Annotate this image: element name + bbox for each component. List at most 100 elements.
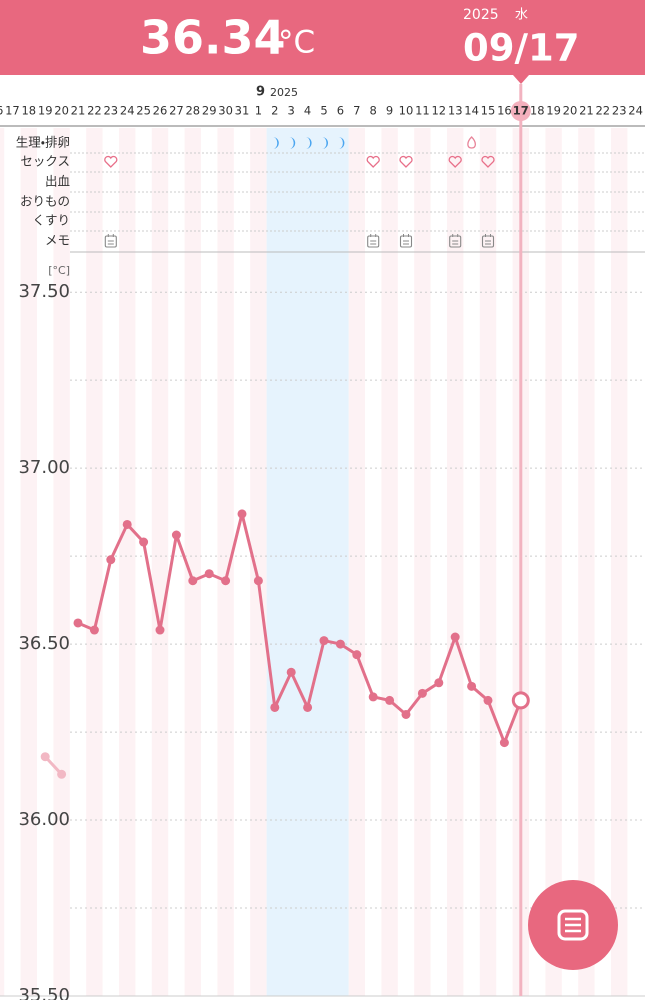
day-stripe [414, 128, 431, 996]
x-tick-label: 14 [464, 104, 479, 118]
x-tick-label: 15 [481, 104, 496, 118]
period-icon [305, 137, 312, 149]
sex-icon [399, 155, 413, 168]
period-band [266, 128, 349, 996]
y-tick-label: 36.00 [18, 809, 70, 830]
day-stripe [20, 128, 37, 996]
x-tick-label: 28 [185, 104, 200, 118]
current-temperature: 36.34 [140, 11, 286, 65]
temperature-point [450, 632, 460, 642]
temperature-point [155, 625, 165, 635]
row-label: 出血 [45, 174, 70, 189]
x-tick-label: 10 [399, 104, 414, 118]
temperature-point [270, 702, 280, 712]
temperature-point [368, 692, 378, 702]
day-stripe [578, 128, 595, 996]
x-tick-label: 27 [169, 104, 184, 118]
day-stripe [217, 128, 234, 996]
x-tick-label: 4 [304, 104, 311, 118]
temperature-point [417, 688, 427, 698]
temperature-point [467, 681, 477, 691]
row-label: くすり [32, 213, 70, 228]
y-tick-label: 35.50 [18, 985, 70, 1000]
y-tick-label: 36.50 [18, 633, 70, 654]
period-icon [322, 137, 328, 149]
row-label: セックス [20, 154, 70, 169]
x-tick-label: 21 [71, 104, 86, 118]
background [0, 128, 628, 996]
x-tick-label: 11 [415, 104, 430, 118]
header-weekday: 水 [515, 8, 528, 23]
x-tick-label: 29 [202, 104, 217, 118]
today-pointer [513, 75, 529, 84]
x-tick-label: 20 [54, 104, 69, 118]
memo-icon [399, 234, 413, 248]
header-bar [0, 0, 645, 75]
temperature-point [122, 519, 132, 529]
menu-button[interactable] [528, 880, 618, 970]
period-icon [289, 137, 296, 149]
x-tick-label: 30 [218, 104, 233, 118]
temperature-point [73, 618, 83, 628]
x-tick-label: 25 [136, 104, 151, 118]
x-tick-label: 20 [563, 104, 578, 118]
x-tick-label: 13 [448, 104, 463, 118]
x-tick-label: 22 [87, 104, 102, 118]
temperature-point [335, 639, 345, 649]
x-tick-label: 19 [546, 104, 561, 118]
x-tick-label: 21 [579, 104, 594, 118]
today-marker [510, 101, 531, 121]
y-tick-label: 37.00 [18, 457, 70, 478]
day-stripe [611, 128, 628, 996]
day-stripe [250, 128, 267, 996]
temperature-point [319, 636, 329, 646]
memo-icon [104, 234, 117, 248]
day-stripe [184, 128, 201, 996]
temperature-unit: °C [278, 25, 315, 61]
temperature-point [40, 752, 50, 762]
month-year-label: 2025 [270, 86, 298, 99]
fab-icon [557, 909, 589, 941]
y-tick-label: 37.50 [18, 281, 70, 302]
x-tick-label: 22 [595, 104, 610, 118]
x-tick-label: 18 [21, 104, 36, 118]
temperature-point [139, 537, 149, 547]
x-tick-label: 16 [0, 104, 3, 118]
x-tick-label: 31 [235, 104, 250, 118]
day-stripe [381, 128, 398, 996]
x-tick-label: 24 [120, 104, 135, 118]
row-label: メモ [45, 233, 70, 248]
header-year: 2025 [463, 7, 499, 23]
x-tick-label: 19 [38, 104, 53, 118]
x-tick-label: 18 [530, 104, 545, 118]
y-unit: [°C] [48, 264, 70, 277]
x-tick-label: 7 [353, 104, 360, 118]
x-tick-label: 23 [612, 104, 627, 118]
day-stripe [479, 128, 497, 996]
x-tick-label: 3 [288, 104, 295, 118]
day-stripe [545, 128, 562, 996]
day-stripe [53, 128, 70, 996]
sex-icon [448, 155, 462, 168]
x-tick-label: 17 [5, 104, 20, 118]
x-tick-label: 12 [431, 104, 446, 118]
memo-icon-body [399, 235, 413, 248]
x-tick-label: 8 [370, 104, 377, 118]
x-tick-label: 23 [103, 104, 118, 118]
day-stripe [119, 128, 136, 996]
temperature-point [483, 695, 493, 705]
temperature-point [221, 576, 231, 586]
temperature-point [204, 569, 214, 579]
memo-icon [481, 234, 495, 248]
temperature-point [352, 650, 362, 660]
temperature-point [499, 738, 509, 748]
day-stripe [0, 128, 5, 996]
row-label: おりもの [20, 194, 70, 209]
memo-icon-body [481, 235, 495, 248]
x-tick-label: 17 [513, 104, 529, 118]
day-stripe [348, 128, 365, 996]
period-icon [338, 137, 345, 149]
temperature-point [106, 555, 116, 565]
today-point [511, 691, 530, 710]
